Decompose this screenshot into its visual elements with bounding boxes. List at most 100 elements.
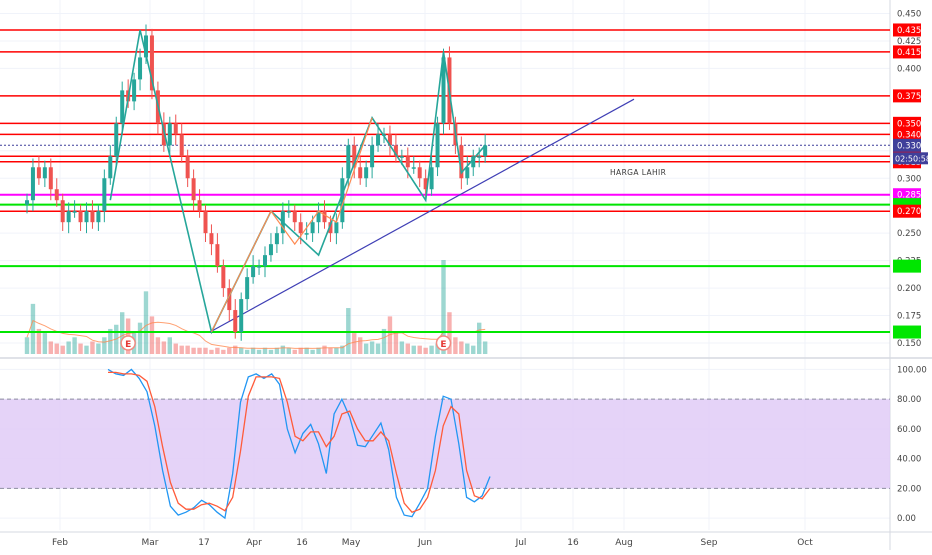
- time-tick-label: Jul: [515, 538, 527, 548]
- volume-bar: [322, 345, 327, 354]
- time-tick-label: 16: [567, 538, 579, 548]
- volume-bar: [143, 291, 149, 354]
- volume-bar: [215, 347, 220, 354]
- candle-body: [132, 79, 137, 102]
- time-tick-label: Apr: [246, 538, 262, 548]
- volume-bar: [167, 337, 172, 354]
- candle-body: [138, 57, 143, 80]
- volume-bar: [203, 347, 208, 354]
- volume-bar: [369, 341, 375, 354]
- candle-body: [405, 156, 410, 168]
- time-tick-label: 17: [198, 538, 209, 548]
- price-tag-bg: [893, 23, 921, 37]
- volume-bar: [310, 349, 315, 354]
- volume-bar: [244, 349, 250, 354]
- time-tick-label: Feb: [52, 538, 68, 548]
- volume-bar: [298, 347, 303, 354]
- candle-body: [292, 211, 297, 223]
- earnings-marker-icon[interactable]: [435, 335, 452, 351]
- volume-bar: [102, 337, 107, 354]
- price-tag-label: 0.350: [897, 119, 921, 129]
- price-tag-label: 0.375: [897, 92, 921, 102]
- candle-body: [72, 211, 77, 213]
- price-tag-label: 0.435: [897, 26, 921, 36]
- candle-body: [304, 233, 309, 235]
- price-tick-label: 0.400: [897, 64, 921, 74]
- candle-body: [191, 178, 196, 201]
- candle-body: [60, 200, 65, 223]
- volume-bar: [482, 341, 488, 354]
- candle-body: [48, 167, 53, 190]
- volume-bar: [108, 328, 113, 354]
- volume-bar: [233, 345, 238, 354]
- zigzag-pattern[interactable]: [109, 29, 486, 335]
- price-tag-bg: [893, 45, 921, 59]
- volume-bar: [191, 347, 196, 354]
- volume-bar: [280, 345, 286, 354]
- candle-body: [78, 211, 83, 223]
- candle-body: [346, 145, 351, 179]
- volume-bar: [209, 349, 214, 354]
- candle-body: [322, 211, 327, 223]
- volume-bar: [471, 345, 476, 354]
- volume-bar: [78, 343, 83, 354]
- candle-body: [90, 211, 95, 223]
- earnings-marker-icon[interactable]: [120, 335, 136, 351]
- candle-body: [114, 123, 119, 157]
- candle-body: [274, 233, 279, 245]
- volume-bar: [363, 343, 369, 354]
- price-tick-label: 0.450: [897, 9, 921, 19]
- volume-bar: [465, 343, 470, 354]
- volume-bar: [286, 347, 291, 354]
- volume-bar: [161, 341, 167, 354]
- candle-body: [30, 167, 35, 201]
- candle-body: [144, 35, 148, 58]
- price-tick-label: 0.175: [897, 312, 921, 322]
- volume-bar: [48, 341, 53, 354]
- candle-body: [298, 222, 303, 234]
- trendline[interactable]: [209, 98, 635, 333]
- candle-body: [328, 222, 333, 234]
- volume-bar: [340, 345, 345, 354]
- last-price-tag-label: 0.330: [897, 141, 921, 151]
- candle-body: [66, 211, 71, 223]
- price-tag-bg: [893, 127, 921, 141]
- volume-layer: [24, 260, 488, 354]
- candle-body: [227, 288, 232, 311]
- price-tag-bg: [893, 188, 921, 202]
- volume-ma-line: [26, 319, 486, 349]
- volume-bar: [84, 345, 89, 354]
- candle-body: [417, 167, 422, 179]
- volume-bar: [387, 316, 393, 354]
- time-tick-label: Oct: [797, 538, 813, 548]
- volume-bar: [274, 347, 280, 354]
- volume-bar: [149, 316, 155, 354]
- volume-bar: [405, 343, 410, 354]
- volume-bar: [304, 347, 309, 354]
- candle-body: [370, 145, 375, 168]
- volume-bar: [120, 312, 125, 354]
- candle-body: [352, 145, 357, 168]
- price-tag-label: 0.340: [897, 130, 921, 140]
- price-tag-bg: [893, 325, 921, 339]
- candle-body: [203, 211, 208, 234]
- volume-bar: [256, 349, 262, 354]
- candle-body: [257, 266, 262, 268]
- volume-bar: [227, 347, 232, 354]
- volume-bar: [72, 337, 77, 354]
- candle-body: [221, 266, 226, 289]
- stoch-tick-label: 0.00: [897, 514, 916, 524]
- stoch-tick-label: 60.00: [897, 425, 921, 435]
- volume-bar: [96, 343, 101, 354]
- volume-bar: [417, 345, 422, 354]
- time-tick-label: Mar: [142, 538, 159, 548]
- candle-body: [435, 123, 440, 168]
- candle-body: [102, 178, 107, 212]
- stoch-tick-label: 40.00: [897, 455, 921, 465]
- volume-bar: [459, 341, 464, 354]
- candle-body: [268, 244, 273, 256]
- candle-body: [423, 178, 428, 190]
- candle-body: [286, 211, 291, 213]
